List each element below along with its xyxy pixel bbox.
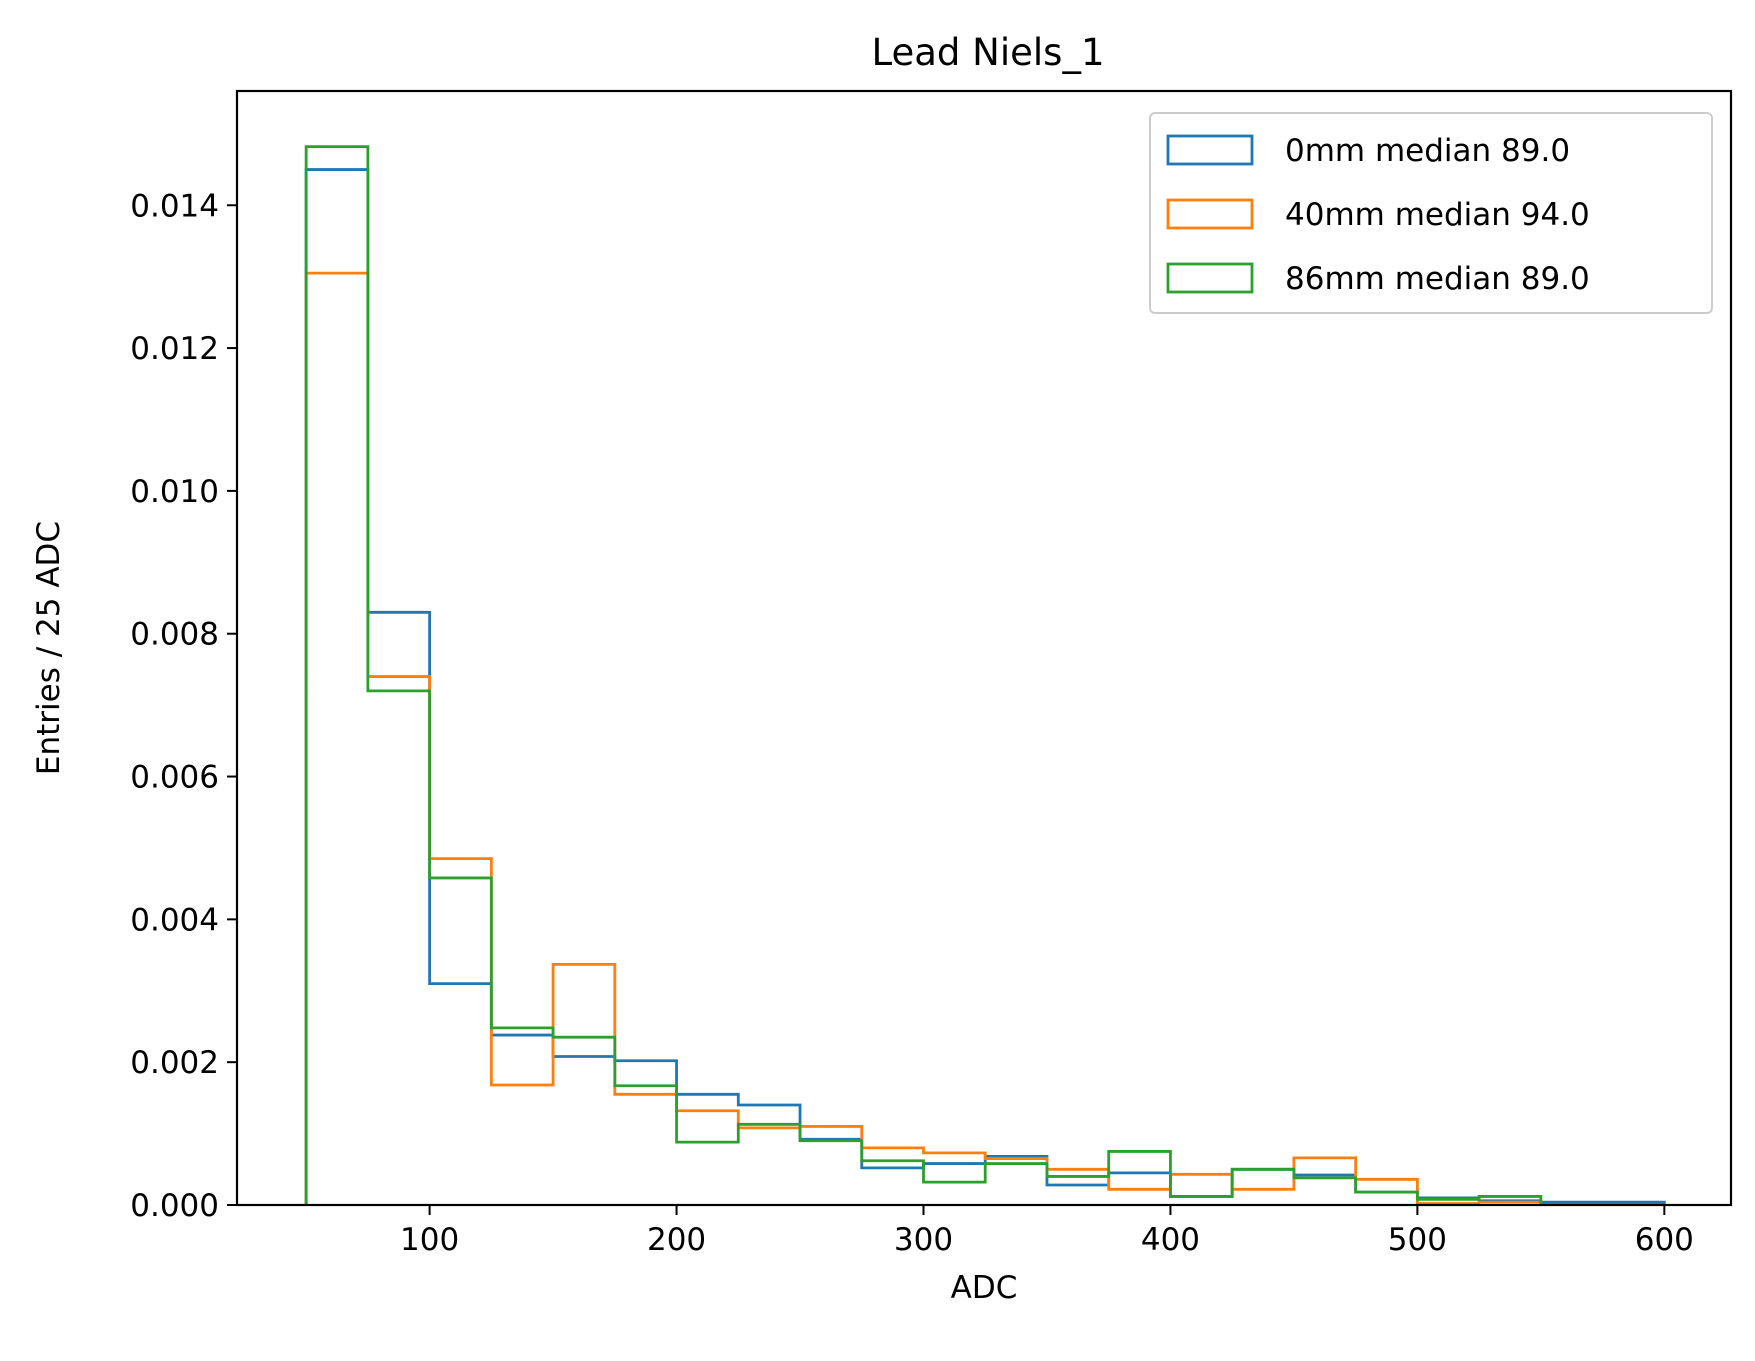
legend-frame: [1149, 112, 1713, 314]
x-axis-label: ADC: [951, 1270, 1018, 1306]
x-axis: 100 200 300 400 500 600: [400, 1205, 1694, 1258]
legend-label: 86mm median 89.0: [1285, 261, 1590, 297]
series-1-histogram: [304, 271, 1665, 1205]
y-axis-label: Entries / 25 ADC: [31, 521, 67, 775]
y-tick-label: 0.002: [130, 1045, 219, 1081]
legend-label: 40mm median 94.0: [1285, 197, 1590, 233]
x-tick-label: 500: [1388, 1222, 1447, 1258]
y-tick-label: 0.014: [130, 188, 219, 224]
plot-frame: [235, 89, 1733, 1207]
series-2-histogram: [304, 145, 1665, 1205]
legend: 0mm median 89.0 40mm median 94.0 86mm medi…: [1149, 112, 1713, 314]
x-tick-label: 300: [894, 1222, 953, 1258]
y-tick-label: 0.004: [130, 902, 219, 938]
series-0-histogram: [304, 168, 1666, 1205]
x-tick-label: 100: [400, 1222, 459, 1258]
y-tick-label: 0.008: [130, 617, 219, 653]
y-tick-label: 0.006: [130, 760, 219, 796]
x-tick-label: 200: [647, 1222, 706, 1258]
y-tick-label: 0.010: [130, 474, 219, 510]
y-tick-label: 0.012: [130, 331, 219, 367]
legend-label: 0mm median 89.0: [1285, 133, 1570, 169]
legend-swatch: [1166, 198, 1254, 230]
y-tick-label: 0.000: [130, 1188, 219, 1224]
y-axis: 0.000 0.002 0.004 0.006 0.008 0.010 0.012 0.014: [130, 188, 237, 1224]
series-layer: [304, 145, 1666, 1205]
x-tick-label: 400: [1141, 1222, 1200, 1258]
legend-swatch: [1166, 262, 1254, 294]
legend-swatch: [1166, 134, 1254, 166]
chart-title: Lead Niels_1: [872, 31, 1105, 74]
x-tick-label: 600: [1635, 1222, 1694, 1258]
